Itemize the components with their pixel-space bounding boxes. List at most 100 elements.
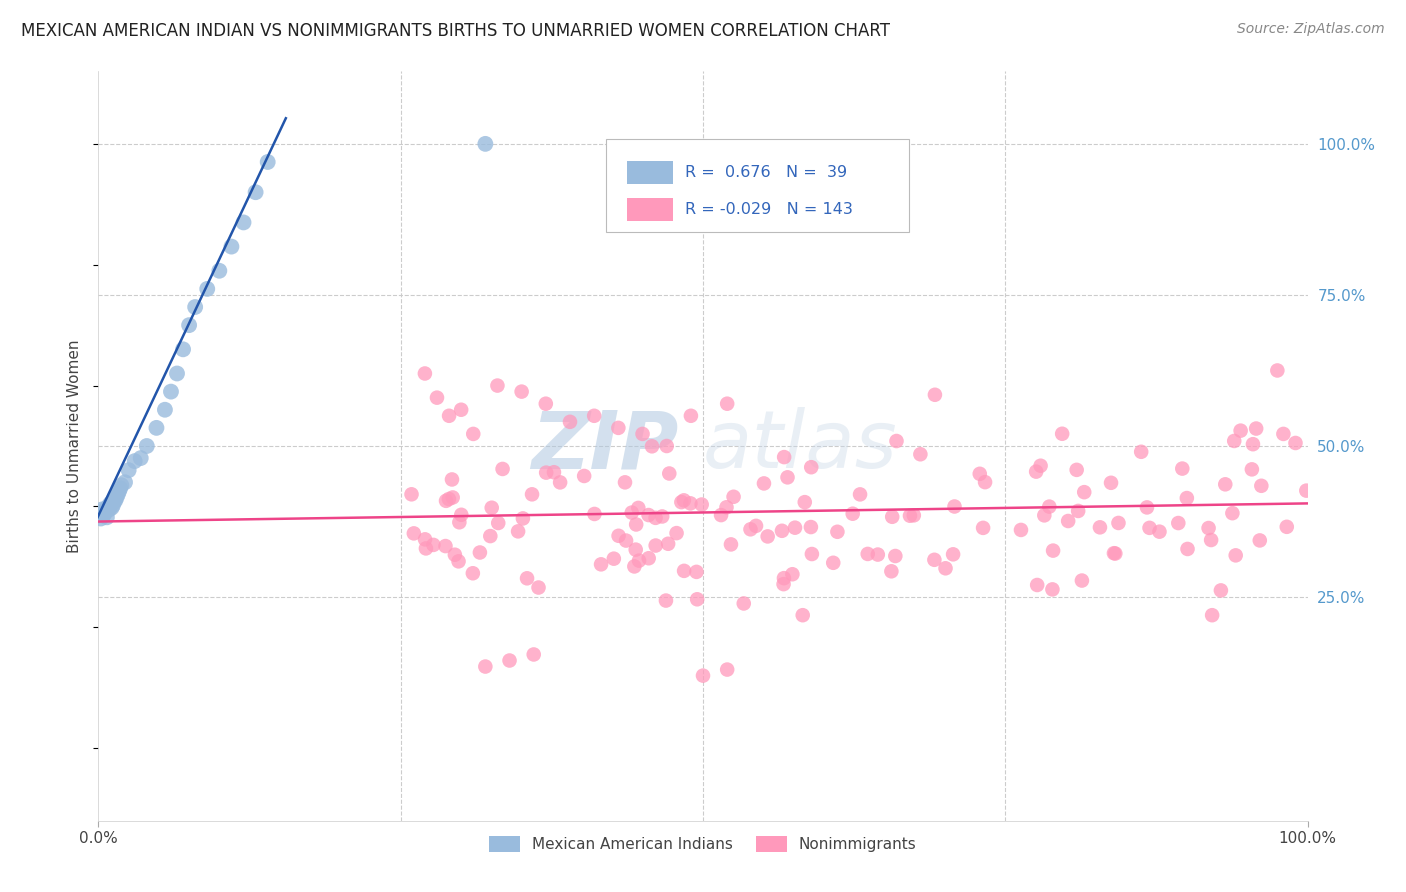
Point xyxy=(603,551,626,566)
Point xyxy=(934,561,956,575)
Point xyxy=(447,554,470,568)
Point xyxy=(1057,514,1080,528)
Point xyxy=(1073,485,1095,500)
Point xyxy=(651,509,673,524)
Point xyxy=(558,415,581,429)
Point xyxy=(685,565,707,579)
Point xyxy=(440,473,463,487)
Point xyxy=(481,500,503,515)
Point xyxy=(97,500,120,514)
Point xyxy=(491,462,513,476)
Point xyxy=(1267,363,1289,377)
Point xyxy=(1225,549,1247,563)
Point xyxy=(655,593,678,607)
Point xyxy=(104,493,127,508)
Point xyxy=(1107,516,1129,530)
Point xyxy=(256,155,278,169)
Point xyxy=(1102,546,1125,560)
Point xyxy=(792,608,814,623)
Point xyxy=(614,475,637,490)
Point xyxy=(512,511,534,525)
Point xyxy=(450,402,472,417)
Point xyxy=(644,539,666,553)
Point xyxy=(866,548,889,562)
Point xyxy=(523,648,546,662)
Point xyxy=(1229,424,1251,438)
Point xyxy=(510,384,533,399)
Point xyxy=(486,516,509,530)
Point xyxy=(98,502,121,516)
Point xyxy=(534,397,557,411)
Point xyxy=(153,402,176,417)
Point xyxy=(1067,504,1090,518)
Point xyxy=(969,467,991,481)
Point xyxy=(1136,500,1159,515)
Point xyxy=(679,409,702,423)
Point xyxy=(972,521,994,535)
Point xyxy=(772,577,794,591)
Point xyxy=(105,491,128,505)
Point xyxy=(583,409,606,423)
Point xyxy=(658,467,681,481)
Point xyxy=(637,508,659,522)
Point xyxy=(108,484,131,499)
Point xyxy=(1213,477,1236,491)
Point xyxy=(841,507,863,521)
Point xyxy=(118,463,141,477)
Point xyxy=(1010,523,1032,537)
Y-axis label: Births to Unmarried Women: Births to Unmarried Women xyxy=(67,339,83,553)
Point xyxy=(776,470,799,484)
Point xyxy=(1099,475,1122,490)
Point xyxy=(880,564,903,578)
Point xyxy=(441,491,464,505)
Point xyxy=(665,526,688,541)
Text: atlas: atlas xyxy=(703,407,898,485)
Point xyxy=(548,475,571,490)
Point xyxy=(114,475,136,490)
Point xyxy=(793,495,815,509)
Point xyxy=(1198,521,1220,535)
Point xyxy=(449,516,471,530)
Point xyxy=(827,524,849,539)
Point xyxy=(1223,434,1246,448)
Point xyxy=(716,397,738,411)
Point xyxy=(655,439,678,453)
Point xyxy=(444,548,467,562)
Point xyxy=(1275,520,1298,534)
Point xyxy=(924,388,946,402)
Point xyxy=(1050,426,1073,441)
Point xyxy=(644,511,666,525)
Point xyxy=(437,491,460,506)
Point xyxy=(673,564,696,578)
Point xyxy=(1025,465,1047,479)
Point xyxy=(90,511,112,525)
Point xyxy=(856,547,879,561)
Text: Source: ZipAtlas.com: Source: ZipAtlas.com xyxy=(1237,22,1385,37)
Point xyxy=(179,318,201,333)
Point xyxy=(1272,426,1295,441)
Point xyxy=(631,426,654,441)
Point xyxy=(434,539,457,553)
Point xyxy=(800,460,823,475)
Point xyxy=(498,653,520,667)
Point xyxy=(583,507,606,521)
Point xyxy=(1177,541,1199,556)
Point xyxy=(773,571,796,585)
Point xyxy=(110,478,132,492)
Point xyxy=(135,439,157,453)
Point xyxy=(1240,462,1263,476)
Point xyxy=(401,487,423,501)
Point xyxy=(572,469,595,483)
Point xyxy=(641,439,664,453)
Point xyxy=(942,547,965,561)
Point xyxy=(108,481,131,495)
Point xyxy=(924,553,946,567)
Point xyxy=(422,538,444,552)
Point xyxy=(898,508,921,523)
Point xyxy=(800,547,823,561)
Point xyxy=(1222,506,1244,520)
Point xyxy=(740,522,762,536)
Point xyxy=(232,215,254,229)
Point xyxy=(637,551,659,566)
Point xyxy=(1249,533,1271,548)
